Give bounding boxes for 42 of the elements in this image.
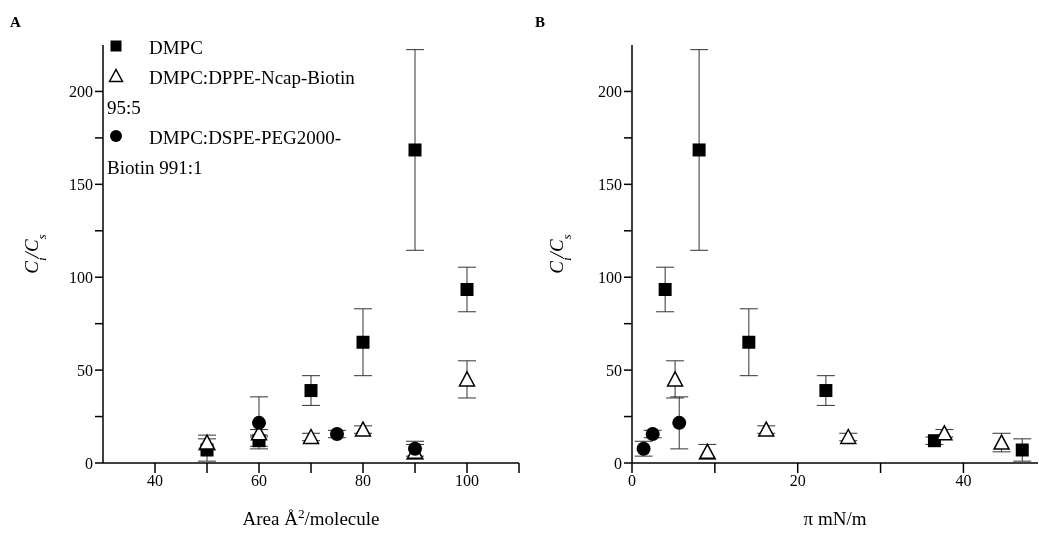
y-tick-label: 200 (69, 83, 93, 101)
point (302, 428, 320, 445)
y-tick-label: 100 (69, 268, 93, 286)
legend-label: DMPC:DSPE-PEG2000-Biotin 991:1 (107, 127, 342, 178)
point (672, 415, 687, 430)
point (757, 421, 775, 437)
x-tick-label: 40 (955, 472, 972, 490)
point (666, 371, 684, 387)
x-axis-title: Area Å$^{2}$/molecule (242, 505, 380, 529)
y-tick-label: 0 (614, 454, 622, 472)
x-tick-label: 80 (355, 472, 371, 490)
x-axis-title: π mN/m (803, 508, 867, 529)
legend-label: DMPC:DPPE-Ncap-Biotin 95:5 (107, 67, 355, 118)
y-tick-label: 50 (77, 361, 93, 379)
point (356, 335, 370, 349)
point (658, 282, 672, 296)
point (458, 371, 476, 387)
point (408, 143, 422, 157)
point (742, 335, 756, 349)
y-tick-label: 200 (598, 83, 622, 101)
x-tick-label: 40 (147, 472, 163, 490)
point (460, 282, 474, 296)
chart-title: B (535, 14, 546, 31)
point (304, 384, 318, 398)
legend-label: DMPC (149, 37, 203, 58)
x-tick-label: 20 (789, 472, 806, 490)
y-tick-label: 50 (606, 361, 622, 379)
point (692, 143, 706, 157)
y-tick-label: 0 (85, 454, 93, 472)
point (840, 428, 857, 445)
point (936, 425, 953, 441)
y-tick-label: 100 (598, 268, 622, 286)
point (354, 421, 372, 437)
point (819, 384, 833, 398)
y-tick-label: 150 (69, 176, 93, 194)
x-tick-label: 0 (628, 472, 636, 490)
y-tick-label: 150 (598, 176, 622, 194)
point (252, 415, 266, 430)
point (1015, 443, 1029, 457)
x-tick-label: 100 (455, 472, 479, 490)
chart-title: A (10, 14, 21, 31)
x-tick-label: 60 (251, 472, 267, 490)
